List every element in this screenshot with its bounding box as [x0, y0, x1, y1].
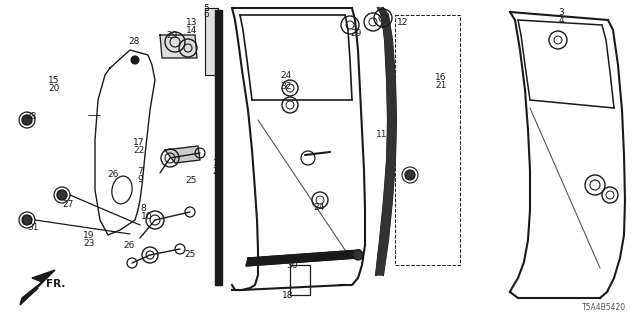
Text: 13: 13	[186, 18, 197, 27]
Polygon shape	[376, 8, 396, 275]
Text: 18: 18	[282, 292, 293, 300]
Polygon shape	[205, 8, 218, 75]
Text: 26: 26	[108, 170, 119, 179]
Text: 16: 16	[435, 73, 447, 82]
Polygon shape	[215, 10, 222, 285]
Text: 1: 1	[212, 159, 218, 168]
Text: 3: 3	[558, 8, 564, 17]
Text: 4: 4	[558, 16, 564, 25]
Text: 9: 9	[138, 175, 143, 184]
Text: 29: 29	[351, 29, 362, 38]
Text: 19: 19	[83, 231, 95, 240]
Text: 20: 20	[48, 84, 60, 92]
Text: 15: 15	[48, 76, 60, 84]
Text: 28: 28	[26, 112, 37, 121]
Text: 22: 22	[133, 146, 145, 155]
Text: 31: 31	[27, 223, 38, 232]
Text: 6: 6	[204, 10, 209, 19]
Text: 12: 12	[397, 18, 408, 27]
Circle shape	[131, 56, 139, 64]
Text: 2: 2	[212, 167, 218, 176]
Text: 32: 32	[280, 82, 292, 91]
Circle shape	[22, 115, 32, 125]
Bar	[395, 15, 460, 265]
Text: 24: 24	[280, 71, 292, 80]
Text: 27: 27	[63, 200, 74, 209]
Text: 10: 10	[141, 212, 152, 220]
Text: 24: 24	[314, 203, 325, 212]
Text: 5: 5	[204, 4, 209, 12]
Text: 28: 28	[128, 37, 140, 46]
Text: 11: 11	[376, 130, 388, 139]
Polygon shape	[160, 35, 197, 58]
Text: 8: 8	[141, 204, 147, 212]
Circle shape	[22, 215, 32, 225]
Text: 14: 14	[186, 26, 197, 35]
Polygon shape	[165, 146, 200, 163]
Text: 29: 29	[166, 31, 178, 40]
Text: FR.: FR.	[46, 279, 65, 289]
Text: 25: 25	[186, 176, 197, 185]
Text: 23: 23	[83, 239, 95, 248]
Text: 17: 17	[133, 138, 145, 147]
Text: T5A4B5420: T5A4B5420	[582, 303, 627, 312]
Text: 21: 21	[435, 81, 447, 90]
Circle shape	[353, 250, 363, 260]
Text: 7: 7	[138, 167, 143, 176]
Circle shape	[57, 190, 67, 200]
Polygon shape	[20, 270, 55, 305]
Polygon shape	[246, 250, 360, 266]
Circle shape	[405, 170, 415, 180]
Text: 25: 25	[184, 250, 196, 259]
Text: 30: 30	[287, 261, 298, 270]
Text: 26: 26	[123, 241, 134, 250]
